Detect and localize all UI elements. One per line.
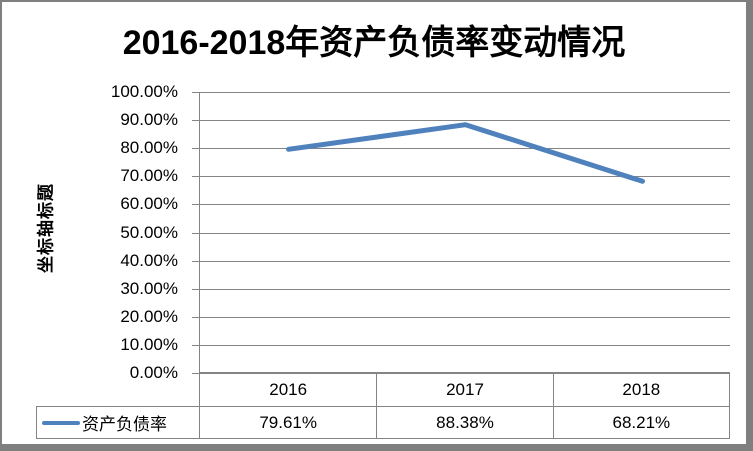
y-axis-tick [192, 92, 200, 93]
legend-cell: 资产负债率 [36, 406, 200, 439]
y-axis-tick-label: 10.00% [120, 335, 178, 354]
plot-area [199, 92, 730, 373]
value-cell: 79.61% [200, 406, 377, 438]
gridline [200, 261, 730, 262]
y-axis-tick-label: 60.00% [120, 194, 178, 213]
chart-title: 2016-2018年资产负债率变动情况 [122, 24, 626, 62]
y-axis-tick-label: 100.00% [110, 82, 178, 101]
y-axis-tick-label: 80.00% [120, 138, 178, 157]
y-axis-tick [192, 373, 200, 374]
y-axis-tick-label: 90.00% [120, 110, 178, 129]
gridline [200, 372, 730, 373]
series-line-legend-marker [42, 420, 80, 425]
gridline [200, 120, 730, 121]
y-axis-tick-label: 0.00% [129, 363, 178, 382]
value-cell: 88.38% [376, 406, 553, 438]
gridline [200, 345, 730, 346]
y-axis-tick-label: 30.00% [120, 279, 178, 298]
y-axis-tick [192, 204, 200, 205]
gridline [200, 148, 730, 149]
y-axis-tick [192, 289, 200, 290]
y-axis-tick-label: 40.00% [120, 251, 178, 270]
y-axis-tick-label: 70.00% [120, 166, 178, 185]
y-axis-title: 坐标轴标题 [36, 183, 56, 273]
y-axis-tick-label: 50.00% [120, 223, 178, 242]
gridline [200, 289, 730, 290]
y-axis-tick [192, 233, 200, 234]
data-table: 2016 2017 2018 79.61% 88.38% 68.21% [199, 373, 730, 439]
y-axis-tick [192, 261, 200, 262]
y-axis-tick [192, 120, 200, 121]
y-axis-tick-label: 20.00% [120, 307, 178, 326]
gridline [200, 204, 730, 205]
gridline [200, 317, 730, 318]
y-axis-tick [192, 345, 200, 346]
value-cell: 68.21% [552, 406, 729, 438]
legend-series-label: 资产负债率 [82, 415, 167, 434]
category-cell: 2016 [269, 380, 308, 399]
gridline [200, 92, 730, 93]
y-axis-tick [192, 176, 200, 177]
y-axis-tick [192, 148, 200, 149]
category-cell: 2017 [376, 374, 552, 406]
line-series [286, 122, 645, 184]
gridline [200, 176, 730, 177]
category-cell: 2018 [552, 374, 729, 406]
series-line-资产负债率 [286, 122, 645, 184]
y-axis-tick [192, 317, 200, 318]
gridline [200, 233, 730, 234]
